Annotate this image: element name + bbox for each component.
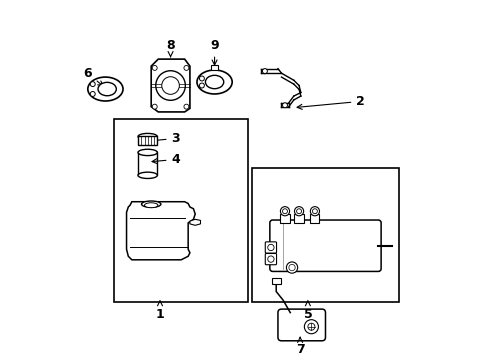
Circle shape bbox=[307, 323, 314, 330]
Circle shape bbox=[282, 103, 287, 108]
Circle shape bbox=[152, 66, 157, 71]
Ellipse shape bbox=[205, 75, 224, 89]
Ellipse shape bbox=[138, 134, 157, 140]
Circle shape bbox=[294, 207, 303, 216]
Circle shape bbox=[199, 76, 204, 81]
Bar bbox=[271, 278, 280, 284]
Bar bbox=[280, 214, 289, 223]
Circle shape bbox=[310, 207, 319, 216]
Ellipse shape bbox=[138, 172, 157, 179]
Bar bbox=[310, 214, 319, 223]
Bar bbox=[114, 119, 247, 302]
Circle shape bbox=[262, 69, 267, 73]
Bar bbox=[251, 168, 399, 302]
Polygon shape bbox=[126, 202, 195, 260]
Ellipse shape bbox=[144, 203, 158, 208]
Text: 2: 2 bbox=[297, 95, 365, 109]
Circle shape bbox=[280, 207, 289, 216]
Circle shape bbox=[286, 262, 297, 273]
Circle shape bbox=[288, 264, 295, 271]
Circle shape bbox=[296, 209, 301, 214]
Ellipse shape bbox=[138, 149, 157, 156]
Circle shape bbox=[267, 256, 273, 262]
Circle shape bbox=[183, 66, 188, 71]
Text: 7: 7 bbox=[295, 337, 304, 356]
FancyBboxPatch shape bbox=[269, 220, 380, 271]
Bar bbox=[138, 152, 157, 175]
Ellipse shape bbox=[197, 70, 232, 94]
Circle shape bbox=[152, 104, 157, 109]
Circle shape bbox=[156, 71, 185, 100]
Bar bbox=[211, 66, 218, 70]
Circle shape bbox=[267, 244, 273, 251]
Text: 6: 6 bbox=[83, 67, 103, 86]
Polygon shape bbox=[189, 219, 200, 225]
Bar bbox=[294, 214, 303, 223]
FancyBboxPatch shape bbox=[264, 253, 276, 265]
FancyBboxPatch shape bbox=[277, 309, 325, 341]
Ellipse shape bbox=[98, 82, 116, 96]
Circle shape bbox=[162, 77, 179, 94]
FancyBboxPatch shape bbox=[264, 242, 276, 253]
Polygon shape bbox=[151, 59, 189, 112]
Text: 8: 8 bbox=[166, 39, 175, 57]
Circle shape bbox=[90, 82, 95, 86]
Text: 1: 1 bbox=[155, 301, 164, 321]
Ellipse shape bbox=[88, 77, 123, 101]
Circle shape bbox=[199, 83, 204, 88]
Bar bbox=[138, 136, 157, 145]
Ellipse shape bbox=[141, 201, 161, 207]
Text: 5: 5 bbox=[303, 301, 312, 321]
Text: 9: 9 bbox=[210, 39, 219, 65]
Circle shape bbox=[282, 209, 287, 214]
Text: 4: 4 bbox=[152, 153, 180, 166]
Text: 3: 3 bbox=[152, 132, 180, 145]
Circle shape bbox=[304, 320, 318, 334]
Circle shape bbox=[183, 104, 188, 109]
Circle shape bbox=[312, 209, 317, 214]
Circle shape bbox=[90, 91, 95, 96]
